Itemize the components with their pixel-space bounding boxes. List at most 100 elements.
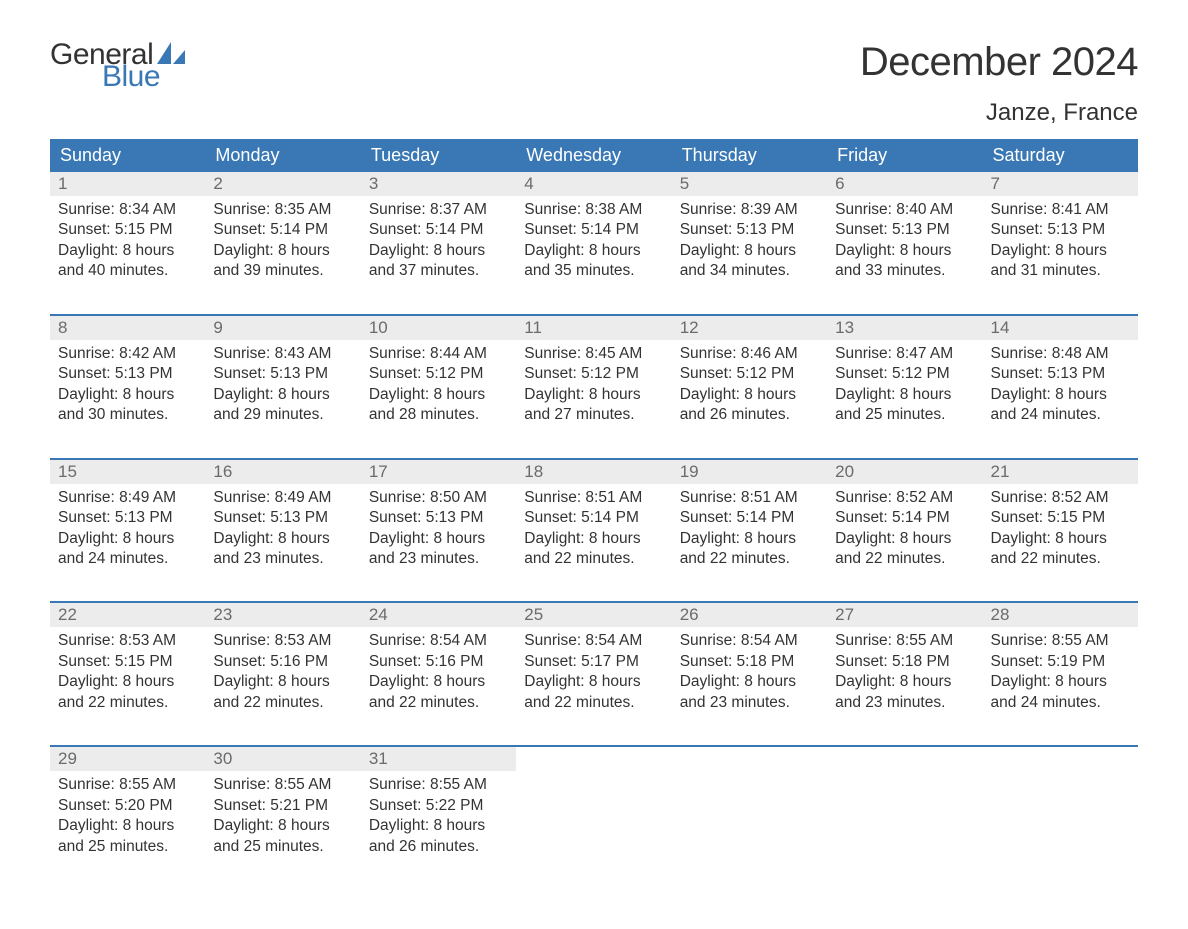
daylight-line: Daylight: 8 hours and 35 minutes. [524,241,663,282]
day-cell: 30Sunrise: 8:55 AMSunset: 5:21 PMDayligh… [205,747,360,865]
header: General Blue December 2024 Janze, France [50,40,1138,127]
weekday-header: Wednesday [516,139,671,172]
day-number: 30 [205,747,360,771]
day-cell: 19Sunrise: 8:51 AMSunset: 5:14 PMDayligh… [672,460,827,578]
sunrise-line: Sunrise: 8:52 AM [991,488,1130,508]
sunrise-line: Sunrise: 8:54 AM [524,631,663,651]
sunset-line: Sunset: 5:16 PM [369,652,508,672]
day-cell: 15Sunrise: 8:49 AMSunset: 5:13 PMDayligh… [50,460,205,578]
sunrise-line: Sunrise: 8:51 AM [524,488,663,508]
daylight-line: Daylight: 8 hours and 22 minutes. [524,529,663,570]
sunset-line: Sunset: 5:21 PM [213,796,352,816]
day-cell: 16Sunrise: 8:49 AMSunset: 5:13 PMDayligh… [205,460,360,578]
sunrise-line: Sunrise: 8:49 AM [213,488,352,508]
sunset-line: Sunset: 5:14 PM [835,508,974,528]
daylight-line: Daylight: 8 hours and 24 minutes. [991,385,1130,426]
day-number: 17 [361,460,516,484]
sunrise-line: Sunrise: 8:45 AM [524,344,663,364]
sunrise-line: Sunrise: 8:38 AM [524,200,663,220]
daylight-line: Daylight: 8 hours and 31 minutes. [991,241,1130,282]
day-number: 26 [672,603,827,627]
day-body: Sunrise: 8:51 AMSunset: 5:14 PMDaylight:… [672,484,827,578]
sunrise-line: Sunrise: 8:41 AM [991,200,1130,220]
day-number: 18 [516,460,671,484]
sunrise-line: Sunrise: 8:42 AM [58,344,197,364]
day-cell: 27Sunrise: 8:55 AMSunset: 5:18 PMDayligh… [827,603,982,721]
day-cell: 9Sunrise: 8:43 AMSunset: 5:13 PMDaylight… [205,316,360,434]
sunset-line: Sunset: 5:12 PM [680,364,819,384]
day-body: Sunrise: 8:34 AMSunset: 5:15 PMDaylight:… [50,196,205,290]
week-row: 8Sunrise: 8:42 AMSunset: 5:13 PMDaylight… [50,314,1138,434]
day-cell: 14Sunrise: 8:48 AMSunset: 5:13 PMDayligh… [983,316,1138,434]
day-body: Sunrise: 8:48 AMSunset: 5:13 PMDaylight:… [983,340,1138,434]
sunrise-line: Sunrise: 8:48 AM [991,344,1130,364]
day-number: 22 [50,603,205,627]
sunrise-line: Sunrise: 8:39 AM [680,200,819,220]
sunset-line: Sunset: 5:16 PM [213,652,352,672]
sunset-line: Sunset: 5:14 PM [524,508,663,528]
sunset-line: Sunset: 5:12 PM [524,364,663,384]
day-cell: 6Sunrise: 8:40 AMSunset: 5:13 PMDaylight… [827,172,982,290]
day-body: Sunrise: 8:49 AMSunset: 5:13 PMDaylight:… [205,484,360,578]
sunset-line: Sunset: 5:18 PM [680,652,819,672]
day-cell: 11Sunrise: 8:45 AMSunset: 5:12 PMDayligh… [516,316,671,434]
day-number: 14 [983,316,1138,340]
sunrise-line: Sunrise: 8:34 AM [58,200,197,220]
day-number: 4 [516,172,671,196]
day-cell: 8Sunrise: 8:42 AMSunset: 5:13 PMDaylight… [50,316,205,434]
day-cell: 29Sunrise: 8:55 AMSunset: 5:20 PMDayligh… [50,747,205,865]
day-cell: 28Sunrise: 8:55 AMSunset: 5:19 PMDayligh… [983,603,1138,721]
day-cell: 1Sunrise: 8:34 AMSunset: 5:15 PMDaylight… [50,172,205,290]
day-body: Sunrise: 8:35 AMSunset: 5:14 PMDaylight:… [205,196,360,290]
sunset-line: Sunset: 5:19 PM [991,652,1130,672]
daylight-line: Daylight: 8 hours and 22 minutes. [369,672,508,713]
sunrise-line: Sunrise: 8:55 AM [369,775,508,795]
sunrise-line: Sunrise: 8:37 AM [369,200,508,220]
day-cell: . [516,747,671,865]
week-row: 1Sunrise: 8:34 AMSunset: 5:15 PMDaylight… [50,172,1138,290]
day-body [672,771,827,783]
daylight-line: Daylight: 8 hours and 23 minutes. [213,529,352,570]
daylight-line: Daylight: 8 hours and 25 minutes. [58,816,197,857]
daylight-line: Daylight: 8 hours and 22 minutes. [213,672,352,713]
week-row: 15Sunrise: 8:49 AMSunset: 5:13 PMDayligh… [50,458,1138,578]
day-cell: 18 Sunrise: 8:51 AMSunset: 5:14 PMDayligh… [516,460,671,578]
sunset-line: Sunset: 5:15 PM [991,508,1130,528]
daylight-line: Daylight: 8 hours and 37 minutes. [369,241,508,282]
day-number: 3 [361,172,516,196]
day-cell: 20Sunrise: 8:52 AMSunset: 5:14 PMDayligh… [827,460,982,578]
day-number: 24 [361,603,516,627]
day-body: Sunrise: 8:43 AMSunset: 5:13 PMDaylight:… [205,340,360,434]
sunset-line: Sunset: 5:14 PM [680,508,819,528]
daylight-line: Daylight: 8 hours and 25 minutes. [213,816,352,857]
day-body [516,771,671,783]
daylight-line: Daylight: 8 hours and 34 minutes. [680,241,819,282]
sunrise-line: Sunrise: 8:54 AM [369,631,508,651]
daylight-line: Daylight: 8 hours and 29 minutes. [213,385,352,426]
sunrise-line: Sunrise: 8:50 AM [369,488,508,508]
sunset-line: Sunset: 5:13 PM [58,364,197,384]
day-number: 20 [827,460,982,484]
day-number: 2 [205,172,360,196]
sunset-line: Sunset: 5:18 PM [835,652,974,672]
day-body: Sunrise: 8:50 AMSunset: 5:13 PMDaylight:… [361,484,516,578]
day-number: 21 [983,460,1138,484]
title-block: December 2024 Janze, France [860,40,1138,127]
sunrise-line: Sunrise: 8:54 AM [680,631,819,651]
daylight-line: Daylight: 8 hours and 24 minutes. [58,529,197,570]
day-body: Sunrise: 8:38 AMSunset: 5:14 PMDaylight:… [516,196,671,290]
day-cell: . [672,747,827,865]
month-title: December 2024 [860,40,1138,85]
daylight-line: Daylight: 8 hours and 27 minutes. [524,385,663,426]
day-number: 16 [205,460,360,484]
day-number: 13 [827,316,982,340]
sunset-line: Sunset: 5:15 PM [58,220,197,240]
day-cell: 26Sunrise: 8:54 AMSunset: 5:18 PMDayligh… [672,603,827,721]
day-number: 23 [205,603,360,627]
day-number: 9 [205,316,360,340]
day-body: Sunrise: 8:49 AMSunset: 5:13 PMDaylight:… [50,484,205,578]
weekday-header: Friday [827,139,982,172]
day-cell: 7Sunrise: 8:41 AMSunset: 5:13 PMDaylight… [983,172,1138,290]
daylight-line: Daylight: 8 hours and 22 minutes. [680,529,819,570]
sunset-line: Sunset: 5:12 PM [835,364,974,384]
